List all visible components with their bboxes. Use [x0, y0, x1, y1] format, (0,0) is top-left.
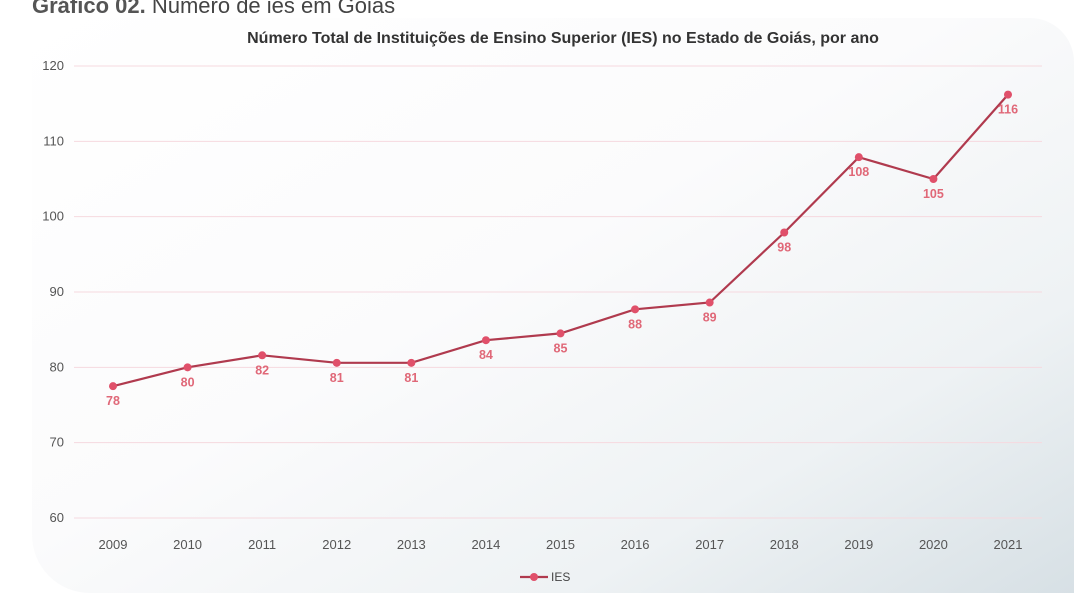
x-tick-label: 2012 [322, 537, 351, 552]
data-point [183, 363, 192, 372]
data-point [332, 358, 341, 367]
legend-marker [530, 573, 538, 581]
y-tick-label: 110 [43, 133, 64, 148]
data-label: 80 [181, 375, 195, 389]
data-label: 88 [628, 317, 642, 331]
series-markers [109, 90, 1012, 391]
y-tick-label: 80 [50, 359, 64, 374]
grid-lines [74, 65, 1042, 519]
y-axis-ticks: 60 70 80 90 100 110 120 [42, 58, 64, 525]
data-point [854, 153, 863, 162]
data-point [631, 305, 640, 314]
data-point [1004, 90, 1012, 99]
data-label: 108 [848, 165, 869, 179]
x-tick-label: 2018 [770, 537, 799, 552]
data-label: 85 [554, 341, 568, 355]
x-axis-ticks: 2009 2010 2011 2012 2013 2014 2015 2016 2017 2018… [99, 537, 1023, 552]
x-tick-label: 2021 [994, 537, 1023, 552]
chart-title: Número Total de Instituições de Ensino S… [247, 30, 879, 47]
x-tick-label: 2013 [397, 537, 426, 552]
data-label: 98 [777, 240, 791, 254]
legend-label-ies: IES [551, 570, 570, 584]
y-tick-label: 60 [50, 510, 64, 525]
legend: IES [520, 570, 570, 584]
caption-prefix: Gráfico 02. [32, 0, 146, 18]
y-tick-label: 100 [42, 209, 64, 224]
data-point [109, 382, 117, 391]
data-label: 84 [479, 348, 493, 362]
y-tick-label: 120 [42, 58, 64, 73]
data-label: 105 [923, 187, 944, 201]
x-tick-label: 2015 [546, 537, 575, 552]
data-label: 81 [404, 371, 418, 385]
data-label: 82 [255, 363, 269, 377]
data-point [780, 228, 789, 237]
data-point [929, 175, 938, 183]
x-tick-label: 2017 [695, 537, 724, 552]
x-tick-label: 2019 [844, 537, 873, 552]
data-label: 81 [330, 371, 344, 385]
x-tick-label: 2016 [621, 537, 650, 552]
y-tick-label: 90 [50, 284, 64, 299]
data-point [556, 329, 565, 338]
data-labels: 78 80 82 81 81 84 85 88 89 98 108 105 116 [106, 103, 1018, 409]
y-tick-label: 70 [50, 435, 64, 450]
data-label: 116 [998, 103, 1018, 117]
x-tick-label: 2014 [471, 537, 500, 552]
data-point [258, 351, 267, 360]
chart-card [32, 18, 1074, 593]
x-tick-label: 2010 [173, 537, 202, 552]
data-point [407, 358, 416, 367]
data-point [481, 336, 490, 345]
caption-text: Número de ies em Goiás [145, 0, 396, 18]
data-point [705, 298, 714, 307]
figure-caption: Gráfico 02. Número de ies em Goiás [32, 0, 395, 19]
x-tick-label: 2011 [248, 537, 276, 552]
data-label: 78 [106, 394, 120, 408]
x-tick-label: 2020 [919, 537, 948, 552]
data-label: 89 [703, 311, 717, 325]
x-tick-label: 2009 [99, 537, 128, 552]
